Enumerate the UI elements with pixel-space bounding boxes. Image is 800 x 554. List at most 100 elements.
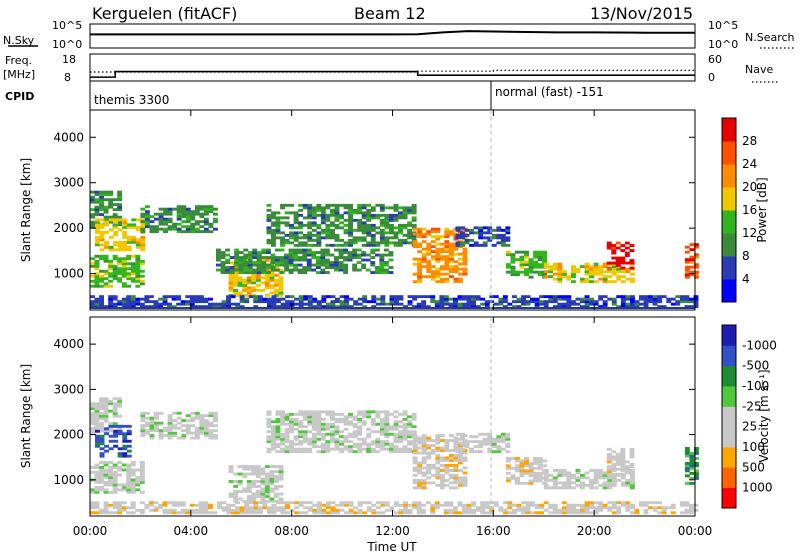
scatter-cell	[198, 300, 204, 304]
scatter-cell	[163, 210, 168, 214]
scatter-cell	[462, 270, 468, 274]
scatter-cell	[248, 508, 254, 512]
scatter-cell	[312, 305, 318, 309]
scatter-cell	[439, 476, 445, 480]
scatter-cell	[139, 274, 145, 278]
scatter-cell	[435, 466, 441, 470]
nave-tick-bottom: 0	[708, 71, 715, 84]
scatter-cell	[139, 297, 145, 301]
scatter-cell	[246, 482, 252, 486]
scatter-cell	[228, 273, 234, 277]
scatter-cell	[444, 459, 450, 462]
scatter-cell	[384, 447, 390, 451]
scatter-cell	[302, 432, 308, 436]
scatter-cell	[243, 253, 249, 257]
scatter-cell	[251, 467, 257, 471]
scatter-cell	[348, 450, 353, 454]
scatter-cell	[321, 508, 327, 512]
scatter-cell	[247, 256, 253, 259]
scatter-cell	[530, 511, 535, 515]
scatter-cell	[275, 432, 281, 436]
scatter-cell	[620, 465, 626, 469]
scatter-cell	[251, 485, 257, 488]
scatter-cell	[394, 511, 399, 515]
scatter-cell	[416, 501, 422, 505]
scatter-cell	[366, 300, 372, 304]
scatter-cell	[149, 429, 155, 433]
scatter-cell	[449, 486, 454, 490]
cpid-segment-1: themis 3300	[94, 93, 169, 107]
scatter-cell	[496, 228, 502, 232]
scatter-cell	[606, 460, 612, 464]
scatter-cell	[393, 233, 399, 237]
scatter-cell	[185, 302, 191, 306]
scatter-cell	[469, 231, 474, 235]
scatter-cell	[519, 459, 525, 463]
scatter-cell	[316, 427, 322, 431]
scatter-cell	[126, 485, 132, 489]
scatter-cell	[374, 268, 380, 272]
scatter-cell	[426, 270, 432, 274]
scatter-cell	[561, 295, 567, 299]
scatter-cell	[213, 212, 218, 216]
scatter-cell	[449, 464, 454, 467]
scatter-cell	[181, 220, 187, 224]
scatter-cell	[411, 417, 417, 421]
scatter-cell	[449, 454, 454, 457]
scatter-cell	[325, 447, 331, 451]
scatter-cell	[335, 508, 340, 512]
scatter-cell	[352, 253, 358, 257]
scatter-cell	[267, 508, 272, 512]
scatter-cell	[99, 424, 104, 428]
scatter-cell	[475, 297, 481, 301]
scatter-cell	[311, 415, 317, 419]
scatter-cell	[312, 300, 318, 304]
scatter-cell	[537, 270, 543, 274]
scatter-cell	[548, 503, 554, 507]
scatter-cell	[284, 427, 290, 431]
scatter-cell	[199, 207, 205, 211]
scatter-cell	[539, 295, 545, 299]
scatter-cell	[108, 272, 114, 276]
scatter-cell	[280, 203, 285, 207]
scatter-cell	[435, 260, 441, 264]
scatter-cell	[475, 506, 481, 510]
scatter-cell	[384, 221, 390, 225]
scatter-cell	[122, 432, 128, 436]
scatter-cell	[275, 430, 281, 434]
scatter-cell	[247, 261, 253, 264]
scatter-cell	[552, 506, 558, 510]
scatter-cell	[126, 478, 132, 482]
scatter-cell	[402, 425, 408, 429]
scatter-cell	[298, 213, 304, 217]
scatter-cell	[194, 300, 200, 304]
scatter-cell	[393, 241, 399, 245]
scatter-cell	[624, 246, 630, 250]
scatter-cell	[689, 452, 695, 455]
scatter-cell	[278, 278, 284, 282]
scatter-cell	[469, 447, 474, 451]
scatter-cell	[348, 422, 353, 426]
scatter-cell	[163, 429, 168, 433]
scatter-cell	[548, 267, 554, 271]
scatter-cell	[361, 216, 367, 220]
scatter-cell	[298, 435, 304, 439]
scatter-cell	[402, 216, 408, 220]
scatter-cell	[684, 245, 690, 249]
scatter-cell	[315, 258, 321, 262]
scatter-cell	[537, 466, 543, 470]
scatter-cell	[248, 501, 254, 505]
scatter-cell	[99, 508, 104, 512]
scatter-cell	[246, 487, 252, 491]
scatter-cell	[352, 251, 358, 254]
scatter-cell	[348, 206, 353, 210]
scatter-cell	[528, 270, 534, 274]
scatter-cell	[294, 297, 300, 301]
scatter-cell	[162, 501, 168, 505]
scatter-cell	[402, 435, 408, 439]
scatter-cell	[357, 236, 363, 240]
scatter-cell	[444, 262, 450, 266]
scatter-cell	[181, 429, 187, 433]
scatter-cell	[330, 432, 335, 436]
scatter-cell	[334, 445, 340, 449]
